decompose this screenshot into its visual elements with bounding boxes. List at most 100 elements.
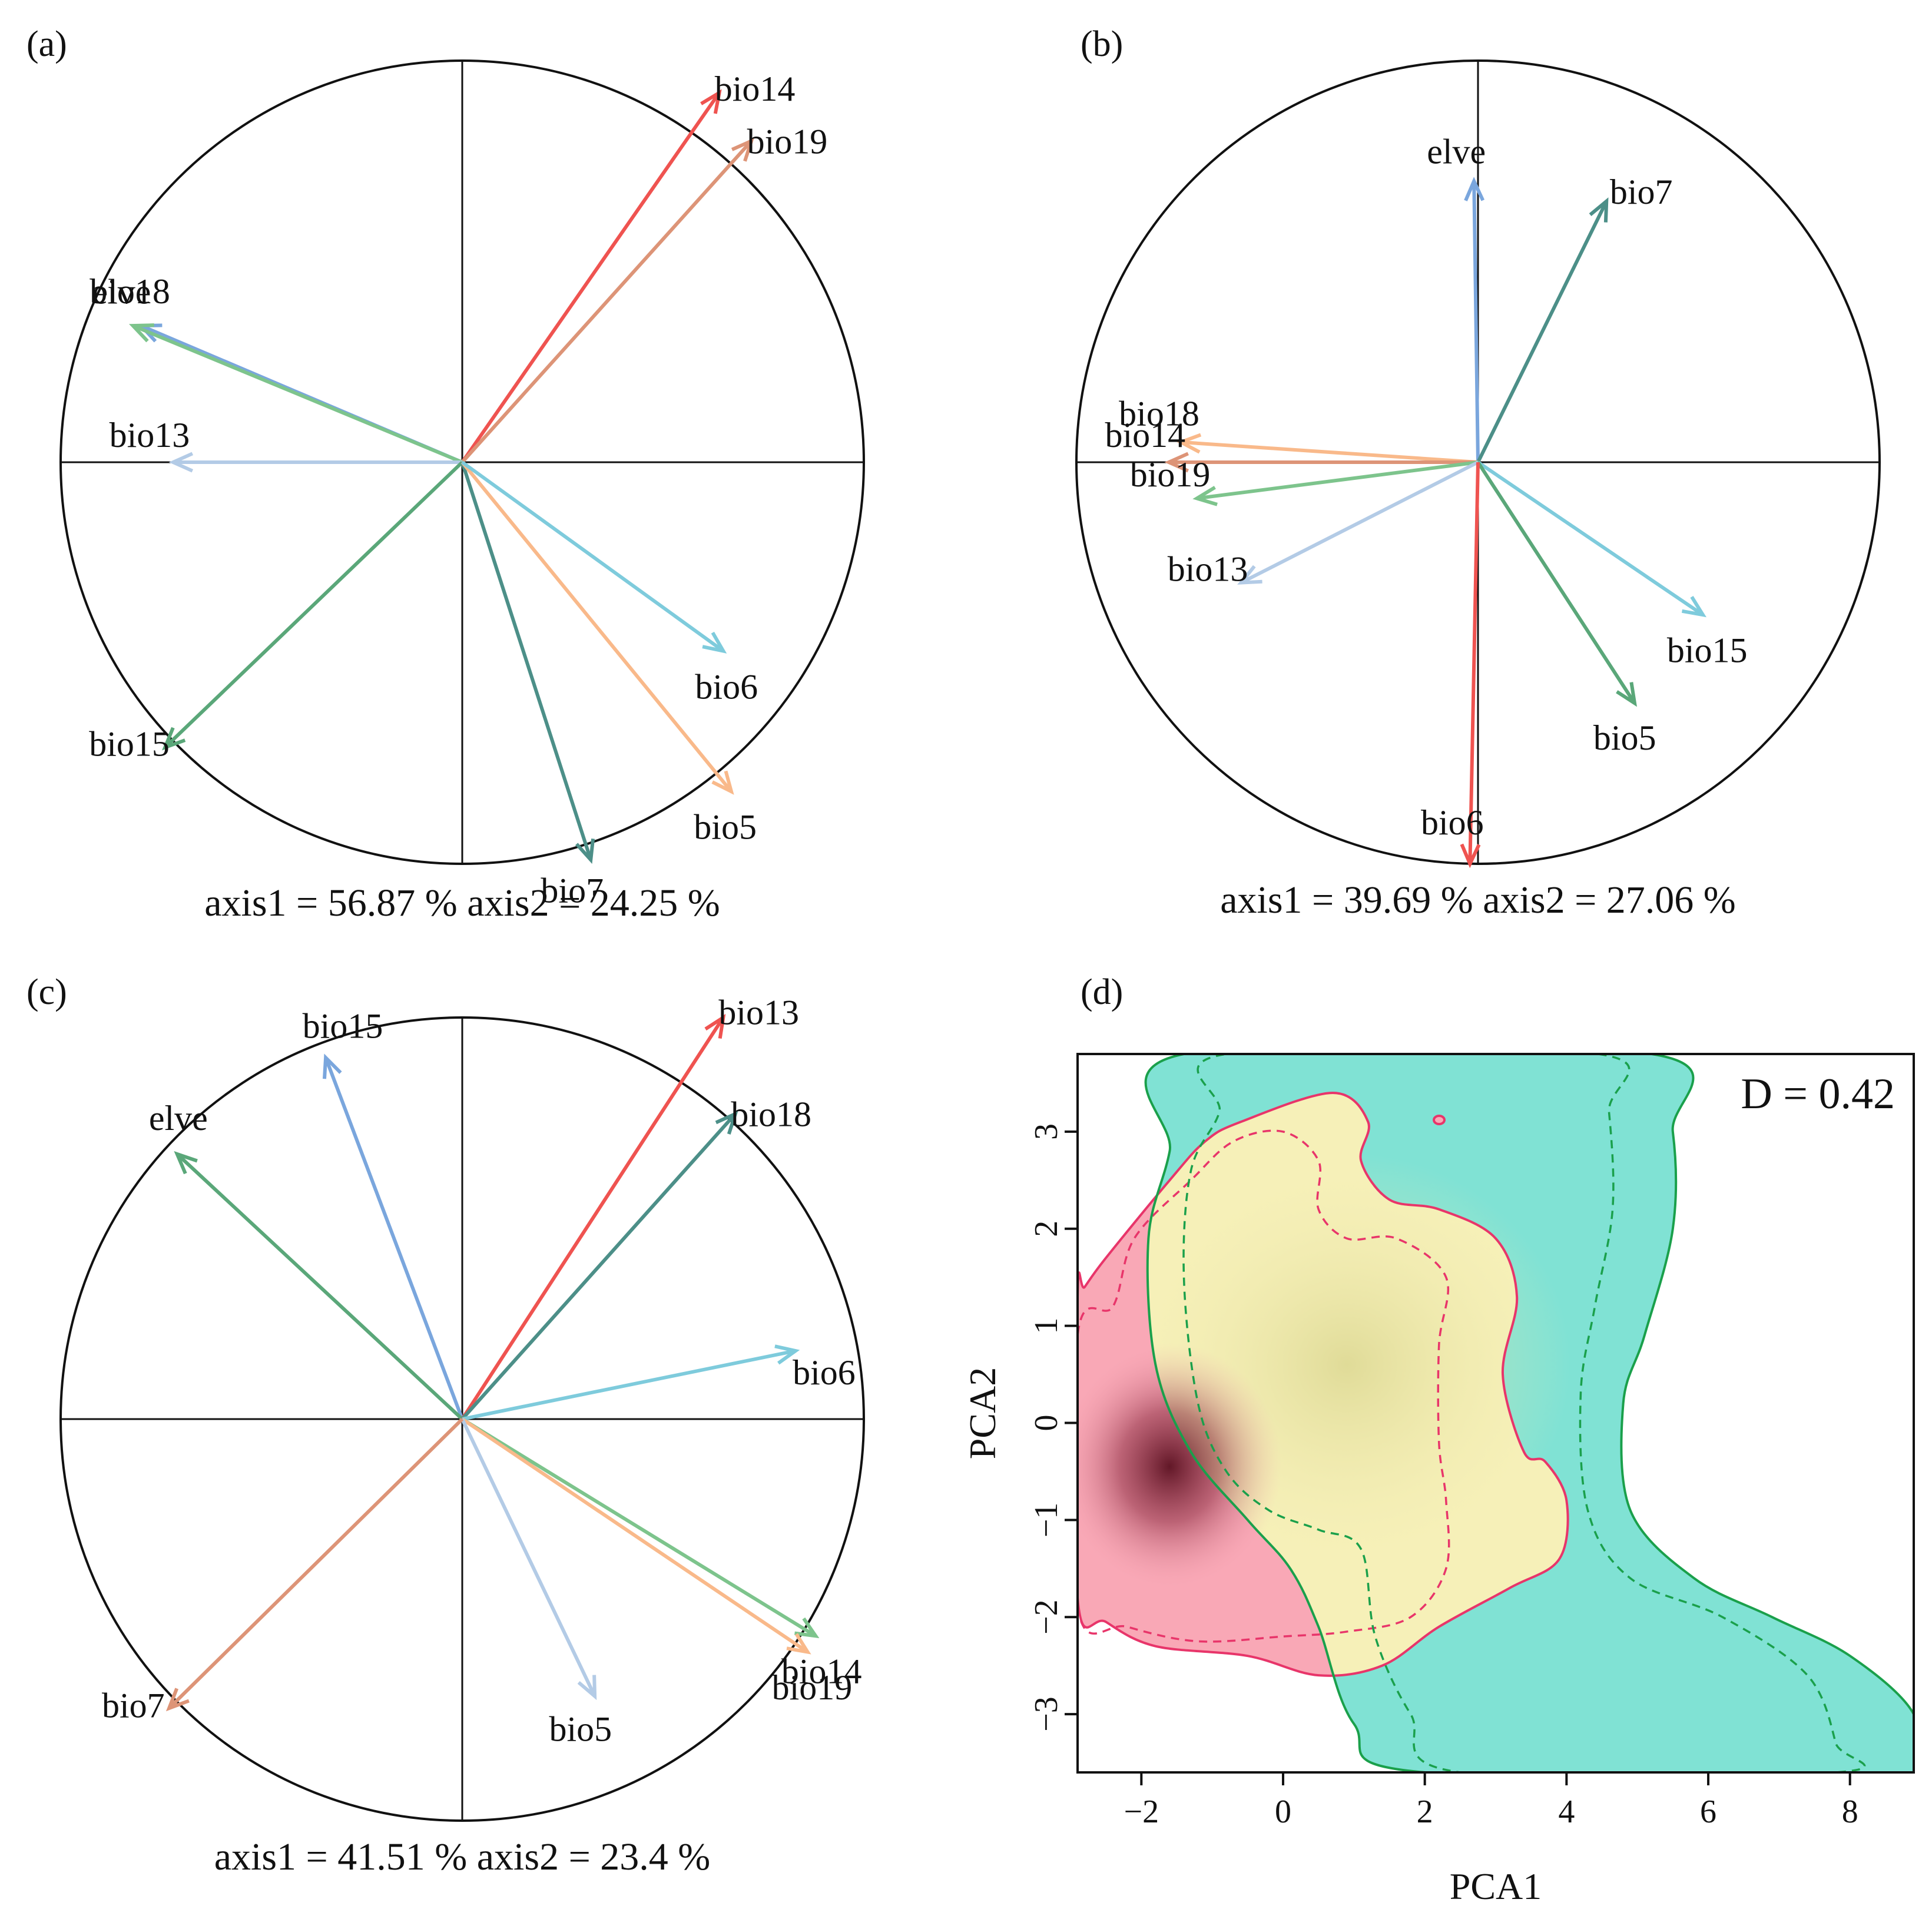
panel-c-vector-bio14: bio14 [461, 1417, 862, 1691]
panel-a-vector-bio7: bio7 [460, 462, 604, 910]
panel-a-label: (a) [26, 24, 67, 64]
panel-c-vector-elve: elve [149, 1099, 464, 1421]
panel-c-arrowhead-bio7 [165, 1688, 190, 1712]
panel-b-label-bio18: bio18 [1119, 394, 1199, 433]
panel-a-label-elve: elve [92, 272, 151, 311]
panel-c-label-bio13: bio13 [718, 993, 799, 1032]
panel-a-vector-bio15: bio15 [89, 460, 464, 764]
panel-c-label-bio14: bio14 [781, 1652, 862, 1691]
panel-b-arrowhead-bio15 [1681, 595, 1707, 618]
panel-b-vector-bio19: bio19 [1130, 455, 1479, 506]
panel-a-label-bio14: bio14 [715, 69, 796, 108]
species1-small-patch [1433, 1115, 1446, 1125]
panel-b-arrow-bio5 [1476, 461, 1636, 704]
panel-c-arrow-bio13 [460, 1016, 725, 1420]
panel-a-arrowhead-bio14 [700, 89, 722, 114]
species2-inner-contour [1182, 1054, 1866, 1772]
panel-c-label-elve: elve [149, 1099, 208, 1138]
panel-b-label-bio13: bio13 [1168, 550, 1248, 589]
panel-a-arrow-bio14 [460, 91, 721, 463]
panel-b-arrowhead-bio5 [1616, 682, 1637, 707]
panel-b-arrowhead-bio18 [1176, 433, 1202, 454]
panel-c-arrow-bio19 [461, 1417, 809, 1654]
panel-c-arrowhead-bio14 [794, 1617, 820, 1639]
panel-c-vector-bio13: bio13 [460, 993, 799, 1420]
panel-a-arrow-bio6 [461, 460, 725, 652]
panel-b-vector-elve: elve [1427, 132, 1486, 463]
panel-d-frame [1076, 1053, 1915, 1774]
panel-c-vector-bio7: bio7 [102, 1417, 464, 1725]
y-tick-label: 1 [1028, 1318, 1065, 1334]
panel-b-label-bio7: bio7 [1610, 173, 1673, 211]
panel-a-arrow-bio7 [460, 462, 593, 861]
x-tick-label: 0 [1275, 1794, 1291, 1830]
panel-d-x-ticks: −2 0 2 4 6 8 [1124, 1772, 1858, 1830]
x-tick-label: −2 [1124, 1794, 1159, 1830]
panel-c-label-bio15: bio15 [303, 1007, 383, 1046]
panel-b-arrowhead-bio7 [1589, 197, 1609, 223]
panel-d-x-axis-title: PCA1 [1450, 1865, 1542, 1907]
y-tick-label: −3 [1028, 1696, 1065, 1732]
panel-c-arrowhead-bio15 [323, 1053, 342, 1079]
y-tick-label: −1 [1028, 1503, 1065, 1538]
x-tick-label: 4 [1558, 1794, 1575, 1830]
x-tick-label: 8 [1842, 1794, 1858, 1830]
panel-b-label-bio6: bio6 [1421, 803, 1484, 842]
species2-outer-contour [1144, 1054, 1914, 1772]
panel-b-arrow-bio13 [1240, 460, 1479, 585]
panel-a-arrow-bio19 [460, 140, 753, 464]
panel-d-y-axis-title: PCA2 [962, 1367, 1003, 1460]
panel-a-label-bio13: bio13 [110, 416, 190, 455]
panel-b-arrow-elve [1472, 181, 1480, 463]
panel-b-arrow-bio19 [1197, 460, 1479, 501]
y-tick-label: −2 [1028, 1599, 1065, 1635]
panel-d: (d) −2 0 2 4 6 8 −3 −2 −1 0 1 2 3 PCA1 PCA2 D = 0.4… [962, 972, 1915, 1907]
panel-c-arrowhead-bio13 [704, 1013, 726, 1039]
panel-a-arrowhead-bio13 [168, 452, 194, 473]
panel-b-vector-bio7: bio7 [1476, 173, 1673, 463]
panel-b-label-bio14: bio14 [1105, 416, 1186, 455]
panel-c-arrowhead-elve [174, 1151, 198, 1175]
panel-c-label-bio6: bio6 [793, 1353, 856, 1392]
panel-c-arrowhead-bio5 [577, 1675, 597, 1701]
panel-a-arrowhead-bio6 [702, 631, 727, 654]
panel-c-label-bio7: bio7 [102, 1686, 165, 1725]
panel-c-arrow-bio14 [461, 1417, 817, 1638]
panel-a-arrow-elve [132, 324, 463, 464]
x-tick-label: 6 [1700, 1794, 1716, 1830]
panel-b-label: (b) [1081, 24, 1123, 64]
y-tick-label: 3 [1028, 1123, 1065, 1140]
panel-c-vector-bio19: bio19 [461, 1417, 852, 1707]
panel-d-y-ticks: −3 −2 −1 0 1 2 3 [1028, 1123, 1078, 1732]
panel-a-arrowhead-elve [128, 323, 154, 343]
panel-c-label-bio5: bio5 [549, 1710, 612, 1749]
panel-a-label-bio5: bio5 [694, 807, 757, 846]
panel-c-arrowhead-bio19 [786, 1633, 811, 1655]
x-tick-label: 2 [1417, 1794, 1433, 1830]
panel-c-label-bio18: bio18 [731, 1095, 811, 1134]
panel-c-arrowhead-bio6 [774, 1344, 800, 1365]
panel-c-caption: axis1 = 41.51 % axis2 = 23.4 % [214, 1835, 711, 1878]
panel-b-caption: axis1 = 39.69 % axis2 = 27.06 % [1220, 879, 1736, 922]
panel-a-vector-bio14: bio14 [460, 69, 796, 463]
panel-a-arrowhead-bio7 [575, 838, 595, 864]
panel-c-vector-bio5: bio5 [460, 1418, 612, 1749]
panel-a-label-bio7: bio7 [541, 871, 604, 910]
panel-c-arrow-bio7 [168, 1417, 464, 1710]
panel-a-arrowhead-bio19 [731, 137, 754, 162]
panel-a-vector-elve: elve [92, 272, 463, 464]
panel-a-label-bio18: bio18 [90, 272, 170, 311]
panel-b-label-bio15: bio15 [1667, 631, 1748, 670]
panel-a-label-bio19: bio19 [747, 122, 828, 161]
panel-b-vector-bio13: bio13 [1168, 460, 1479, 589]
panel-b-arrowhead-elve [1464, 177, 1485, 201]
overlap-d-value: D = 0.42 [1741, 1070, 1895, 1118]
panel-a-caption: axis1 = 56.87 % axis2 = 24.25 % [204, 881, 720, 924]
panel-c-arrow-bio18 [460, 1112, 737, 1421]
panel-a-vector-bio19: bio19 [460, 122, 828, 464]
